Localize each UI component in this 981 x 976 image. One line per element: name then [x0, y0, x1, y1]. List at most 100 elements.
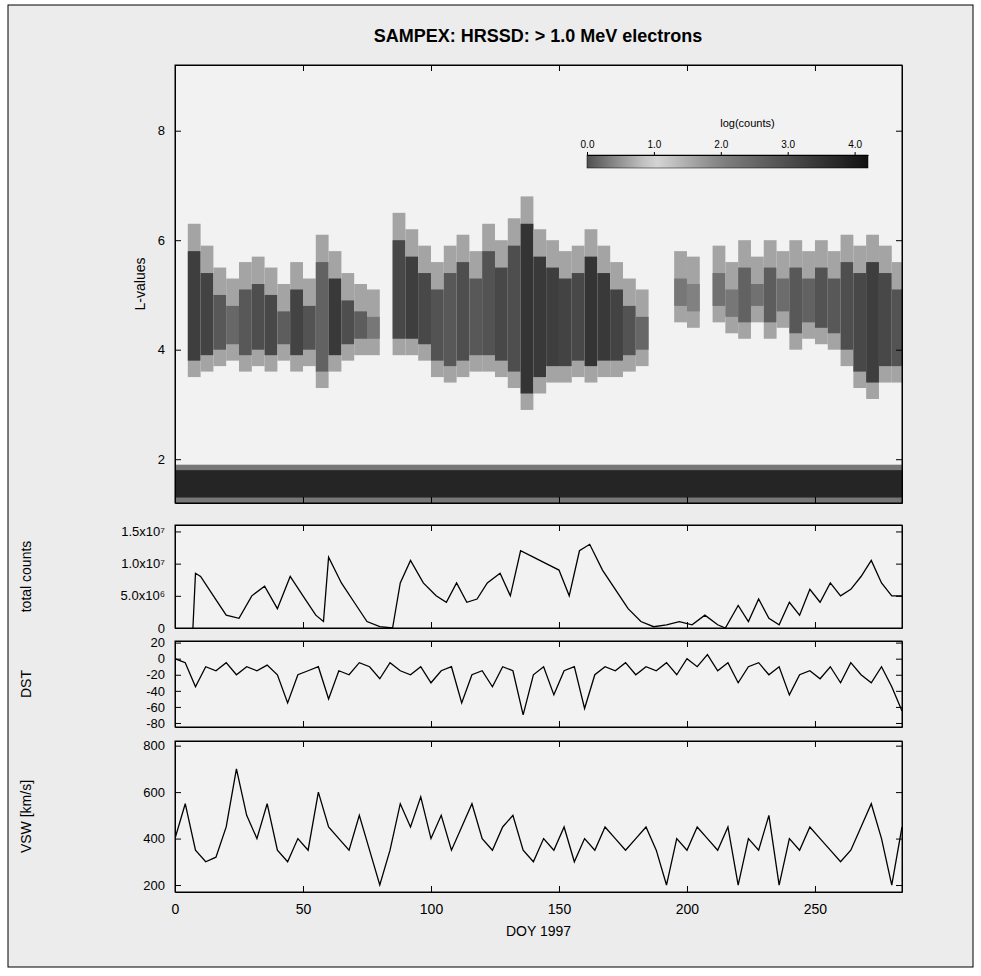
- heatmap-cell: [303, 279, 316, 367]
- x-axis-top-tick: [431, 741, 432, 747]
- heatmap-cell: [265, 295, 278, 355]
- y-axis-right-tick-mark: [896, 746, 902, 747]
- x-axis-tick-mark: [687, 622, 688, 628]
- heatmap-cell: [623, 306, 636, 355]
- x-axis-top-tick-mark: [303, 525, 304, 531]
- y-axis-tick-label: -40: [146, 683, 165, 698]
- x-axis-tick-mark: [303, 497, 304, 503]
- y-axis-tick-mark: [175, 675, 181, 676]
- heatmap-cell: [802, 279, 815, 323]
- y-axis-right-tick-mark: [896, 459, 902, 460]
- heatmap-cell: [764, 268, 777, 323]
- series-line: [193, 544, 902, 628]
- heatmap-cell: [482, 251, 495, 355]
- heatmap-cell: [239, 289, 252, 355]
- y-axis-tick-label: 1.5x10⁷: [121, 524, 165, 539]
- heatmap-cell: [572, 246, 585, 377]
- heatmap-cell: [879, 273, 892, 366]
- x-axis-top-tick-mark: [815, 525, 816, 531]
- heatmap-cell: [239, 262, 252, 372]
- y-axis-tick-mark: [175, 659, 181, 660]
- x-axis: 050100150200250: [172, 886, 903, 917]
- heatmap-cell: [316, 235, 329, 388]
- heatmap-cell: [405, 257, 418, 339]
- x-axis-tick: [303, 622, 304, 628]
- plot-area: [175, 65, 902, 503]
- x-axis-tick: [303, 721, 304, 727]
- title: SAMPEX: HRSSD: > 1.0 MeV electrons: [374, 26, 703, 46]
- heatmap-cell: [815, 240, 828, 344]
- colorbar-axis-tick-label: 4.0: [848, 139, 862, 150]
- colorbar-axis-tick-label: 2.0: [714, 139, 728, 150]
- x-axis-tick: [687, 497, 688, 503]
- marks: [175, 196, 902, 503]
- y-axis-tick-label: 2: [158, 452, 165, 467]
- colorbar-axis-tick: 4.0: [848, 139, 862, 155]
- y-axis-right-tick: [896, 691, 902, 692]
- x-axis-tick-mark: [815, 721, 816, 727]
- heatmap-cell: [226, 279, 239, 361]
- heatmap-cell: [725, 262, 738, 333]
- x-axis-tick-label: 150: [548, 901, 572, 917]
- x-axis-top-tick: [687, 741, 688, 747]
- x-axis-top-tick-mark: [687, 65, 688, 71]
- heatmap-cell: [636, 289, 649, 366]
- heatmap-cell: [610, 289, 623, 360]
- y-axis-right-tick-mark: [896, 350, 902, 351]
- y-axis-tick-mark: [175, 531, 181, 532]
- heatmap-cell: [777, 251, 790, 328]
- heatmap-cell: [764, 240, 777, 339]
- plot-area: [175, 741, 902, 892]
- y-axis-tick-label: -80: [146, 716, 165, 731]
- heatmap-cell: [188, 224, 201, 377]
- x-axis-tick-label: 250: [804, 901, 828, 917]
- y-axis-title: VSW [km/s]: [18, 780, 34, 853]
- heatmap-cell: [533, 257, 546, 377]
- x-axis-top-tick: [559, 641, 560, 647]
- y-axis-tick: -80: [146, 716, 181, 731]
- heatmap-cell: [828, 279, 841, 334]
- x-axis-tick-label: 50: [296, 901, 312, 917]
- x-axis-top-tick: [559, 525, 560, 531]
- heatmap-cell: [290, 262, 303, 372]
- series-line: [175, 769, 902, 885]
- heatmap-cell: [213, 295, 226, 350]
- plot-area: [175, 641, 902, 727]
- y-axis-tick-label: 400: [143, 831, 165, 846]
- x-axis-tick-label: 0: [172, 901, 180, 917]
- y-axis-tick-label: 8: [158, 123, 165, 138]
- y-axis-right-tick-mark: [896, 643, 902, 644]
- heatmap-cell: [751, 284, 764, 306]
- x-axis-top-tick-mark: [559, 65, 560, 71]
- x-axis-top: [176, 65, 903, 71]
- x-axis-tick: [815, 497, 816, 503]
- y-axis-right-tick-mark: [896, 792, 902, 793]
- y-axis-tick-mark: [175, 564, 181, 565]
- x-axis-top-tick-mark: [559, 741, 560, 747]
- heatmap-cell: [316, 262, 329, 372]
- colorbar-axis-tick-mark: [587, 152, 588, 155]
- y-axis-tick: 4: [158, 342, 181, 357]
- y-axis-tick-label: 6: [158, 233, 165, 248]
- x-axis-tick-mark: [559, 622, 560, 628]
- heatmap-cell: [738, 268, 751, 323]
- y-axis-title: L-values: [132, 258, 148, 311]
- heatmap-cell: [469, 279, 482, 356]
- y-axis-right-tick-mark: [896, 659, 902, 660]
- x-axis-tick-mark: [815, 886, 816, 892]
- y-axis-tick-label: 600: [143, 785, 165, 800]
- y-axis-right-tick: [896, 746, 902, 747]
- y-axis-tick-label: 20: [151, 635, 165, 650]
- x-axis-tick-mark: [431, 622, 432, 628]
- x-axis-tick: [431, 721, 432, 727]
- colorbar-axis-tick-label: 0.0: [581, 139, 595, 150]
- y-axis-right-tick-mark: [896, 723, 902, 724]
- x-axis-top-tick-mark: [303, 641, 304, 647]
- heatmap-cell: [789, 268, 802, 334]
- plot-frame: [175, 641, 902, 727]
- y-axis-right-tick: [896, 240, 902, 241]
- x-axis-tick-mark: [559, 497, 560, 503]
- y-axis-right-tick: [896, 459, 902, 460]
- heatmap-cell: [354, 284, 367, 355]
- heatmap-cell: [431, 262, 444, 377]
